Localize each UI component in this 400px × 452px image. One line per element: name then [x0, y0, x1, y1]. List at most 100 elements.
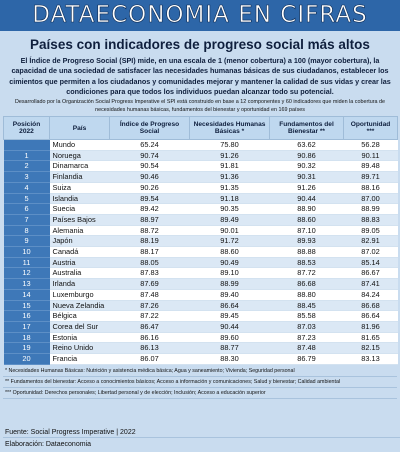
- position-cell: 11: [3, 257, 50, 269]
- position-cell: 4: [3, 182, 50, 194]
- value-cell: 90.46: [109, 171, 190, 183]
- value-cell: 82.91: [343, 235, 398, 248]
- value-cell: 89.48: [343, 160, 398, 173]
- table-row: 10 Canadá 88.17 88.60 88.88 87.02: [3, 246, 398, 258]
- country-cell: Australia: [49, 267, 110, 280]
- country-cell: Noruega: [49, 150, 110, 162]
- value-cell: 56.28: [343, 139, 398, 151]
- column-header: País: [49, 116, 110, 140]
- value-cell: 86.13: [109, 342, 190, 355]
- value-cell: 91.36: [189, 171, 270, 183]
- value-cell: 90.11: [343, 150, 398, 162]
- value-cell: 88.77: [189, 342, 270, 355]
- position-cell: 18: [3, 332, 50, 344]
- table-row: 7 Países Bajos 88.97 89.49 88.60 88.83: [3, 214, 398, 226]
- position-cell: 2: [3, 160, 50, 173]
- value-cell: 90.86: [269, 150, 344, 162]
- value-cell: 87.41: [343, 278, 398, 290]
- table-row: 11 Austria 88.05 90.49 88.53 85.14: [3, 257, 398, 269]
- value-cell: 90.44: [189, 321, 270, 333]
- table-row: 20 Francia 86.07 88.30 86.79 83.13: [3, 353, 398, 365]
- value-cell: 86.64: [189, 300, 270, 312]
- country-cell: Alemania: [49, 225, 110, 237]
- value-cell: 86.79: [269, 353, 344, 365]
- value-cell: 90.49: [189, 257, 270, 269]
- country-cell: Irlanda: [49, 278, 110, 290]
- value-cell: 90.32: [269, 160, 344, 173]
- value-cell: 89.42: [109, 203, 190, 215]
- value-cell: 88.90: [269, 203, 344, 215]
- footnotes: * Necesidades Humanas Básicas: Nutrición…: [3, 366, 397, 399]
- table-row: 14 Luxemburgo 87.48 89.40 88.80 84.24: [3, 289, 398, 301]
- value-cell: 91.72: [189, 235, 270, 248]
- value-cell: 87.48: [269, 342, 344, 355]
- value-cell: 84.24: [343, 289, 398, 301]
- country-cell: Canadá: [49, 246, 110, 258]
- position-cell: 7: [3, 214, 50, 226]
- table-row: 19 Reino Unido 86.13 88.77 87.48 82.15: [3, 342, 398, 355]
- value-cell: 89.45: [189, 310, 270, 322]
- table-row: 4 Suiza 90.26 91.35 91.26 88.16: [3, 182, 398, 194]
- value-cell: 88.16: [343, 182, 398, 194]
- table-row: 13 Irlanda 87.69 88.99 86.68 87.41: [3, 278, 398, 290]
- value-cell: 91.35: [189, 182, 270, 194]
- footnote: ** Fundamentos del bienestar: Acceso a c…: [3, 377, 397, 388]
- value-cell: 82.15: [343, 342, 398, 355]
- position-cell: 15: [3, 300, 50, 312]
- value-cell: 91.81: [189, 160, 270, 173]
- value-cell: 87.10: [269, 225, 344, 237]
- value-cell: 88.30: [189, 353, 270, 365]
- country-cell: Luxemburgo: [49, 289, 110, 301]
- intro: El Índice de Progreso Social (SPI) mide,…: [9, 56, 391, 96]
- country-cell: Dinamarca: [49, 160, 110, 173]
- country-cell: Corea del Sur: [49, 321, 110, 333]
- position-cell: 3: [3, 171, 50, 183]
- table-row: 15 Nueva Zelandia 87.26 86.64 88.45 86.68: [3, 300, 398, 312]
- footnote: * Necesidades Humanas Básicas: Nutrición…: [3, 366, 397, 377]
- value-cell: 86.68: [343, 300, 398, 312]
- column-header: Fundamentos del Bienestar **: [269, 116, 344, 140]
- value-cell: 90.74: [109, 150, 190, 162]
- header-row: Posición 2022 País Índice de Progreso Soci…: [3, 116, 398, 140]
- value-cell: 90.31: [269, 171, 344, 183]
- value-cell: 89.49: [189, 214, 270, 226]
- value-cell: 90.01: [189, 225, 270, 237]
- value-cell: 87.83: [109, 267, 190, 280]
- value-cell: 87.48: [109, 289, 190, 301]
- table-row: 17 Corea del Sur 86.47 90.44 87.03 81.96: [3, 321, 398, 333]
- country-cell: Finlandia: [49, 171, 110, 183]
- value-cell: 86.64: [343, 310, 398, 322]
- value-cell: 90.54: [109, 160, 190, 173]
- value-cell: 88.72: [109, 225, 190, 237]
- value-cell: 81.96: [343, 321, 398, 333]
- source: Fuente: Social Progress Imperative | 202…: [3, 428, 400, 438]
- value-cell: 87.26: [109, 300, 190, 312]
- value-cell: 88.53: [269, 257, 344, 269]
- country-cell: Mundo: [49, 139, 110, 151]
- note: Desarrollado por la Organización Social …: [14, 99, 386, 113]
- position-cell: 5: [3, 193, 50, 205]
- value-cell: 87.69: [109, 278, 190, 290]
- value-cell: 87.22: [109, 310, 190, 322]
- value-cell: 65.24: [109, 139, 190, 151]
- value-cell: 89.05: [343, 225, 398, 237]
- value-cell: 88.17: [109, 246, 190, 258]
- position-cell: 10: [3, 246, 50, 258]
- position-cell: 12: [3, 267, 50, 280]
- table-row: Mundo 65.24 75.80 63.62 56.28: [3, 139, 398, 151]
- title: DATAECONOMIA EN CIFRAS: [0, 0, 400, 31]
- country-cell: Nueva Zelandia: [49, 300, 110, 312]
- position-cell: 13: [3, 278, 50, 290]
- value-cell: 88.80: [269, 289, 344, 301]
- value-cell: 88.60: [189, 246, 270, 258]
- table-row: 8 Alemania 88.72 90.01 87.10 89.05: [3, 225, 398, 237]
- country-cell: Bélgica: [49, 310, 110, 322]
- position-cell: [3, 139, 50, 151]
- position-cell: 14: [3, 289, 50, 301]
- country-cell: Francia: [49, 353, 110, 365]
- value-cell: 86.16: [109, 332, 190, 344]
- value-cell: 88.60: [269, 214, 344, 226]
- table-row: 1 Noruega 90.74 91.26 90.86 90.11: [3, 150, 398, 162]
- position-cell: 19: [3, 342, 50, 355]
- value-cell: 90.26: [109, 182, 190, 194]
